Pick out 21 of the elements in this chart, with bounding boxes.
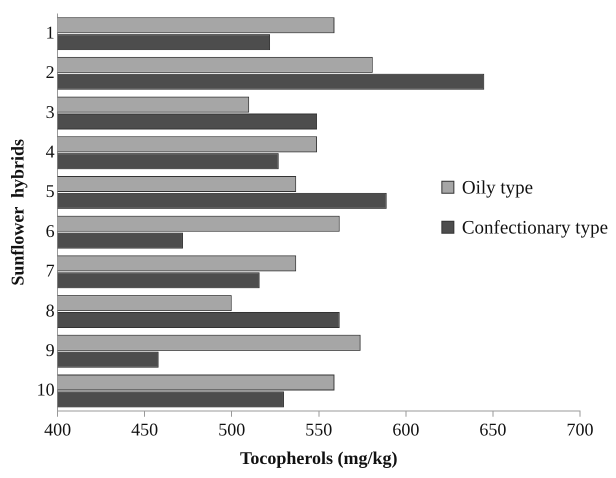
x-tick-label: 550 <box>305 419 332 440</box>
x-tick-label: 650 <box>479 419 506 440</box>
y-tick-label: 5 <box>46 181 55 202</box>
x-tick-label: 500 <box>218 419 246 440</box>
y-axis-title: Sunflower hybrids <box>7 138 28 286</box>
x-tick-label: 600 <box>392 419 420 440</box>
x-tick-label: 700 <box>566 419 594 440</box>
x-tick-label: 400 <box>44 419 72 440</box>
y-tick-label: 9 <box>46 340 55 360</box>
y-tick-label: 2 <box>46 62 55 82</box>
y-tick-label: 6 <box>46 220 55 241</box>
x-tick-label: 450 <box>131 419 158 440</box>
x-axis-title: Tocopherols (mg/kg) <box>240 448 398 468</box>
legend-label: Confectionary type <box>462 217 608 238</box>
y-tick-label: 1 <box>46 22 55 42</box>
legend-label: Oily type <box>462 177 534 198</box>
y-tick-label: 10 <box>36 380 55 400</box>
y-tick-label: 8 <box>46 300 55 320</box>
y-tick-label: 4 <box>46 141 55 162</box>
y-tick-label: 3 <box>46 102 55 122</box>
y-tick-label: 7 <box>46 260 55 281</box>
